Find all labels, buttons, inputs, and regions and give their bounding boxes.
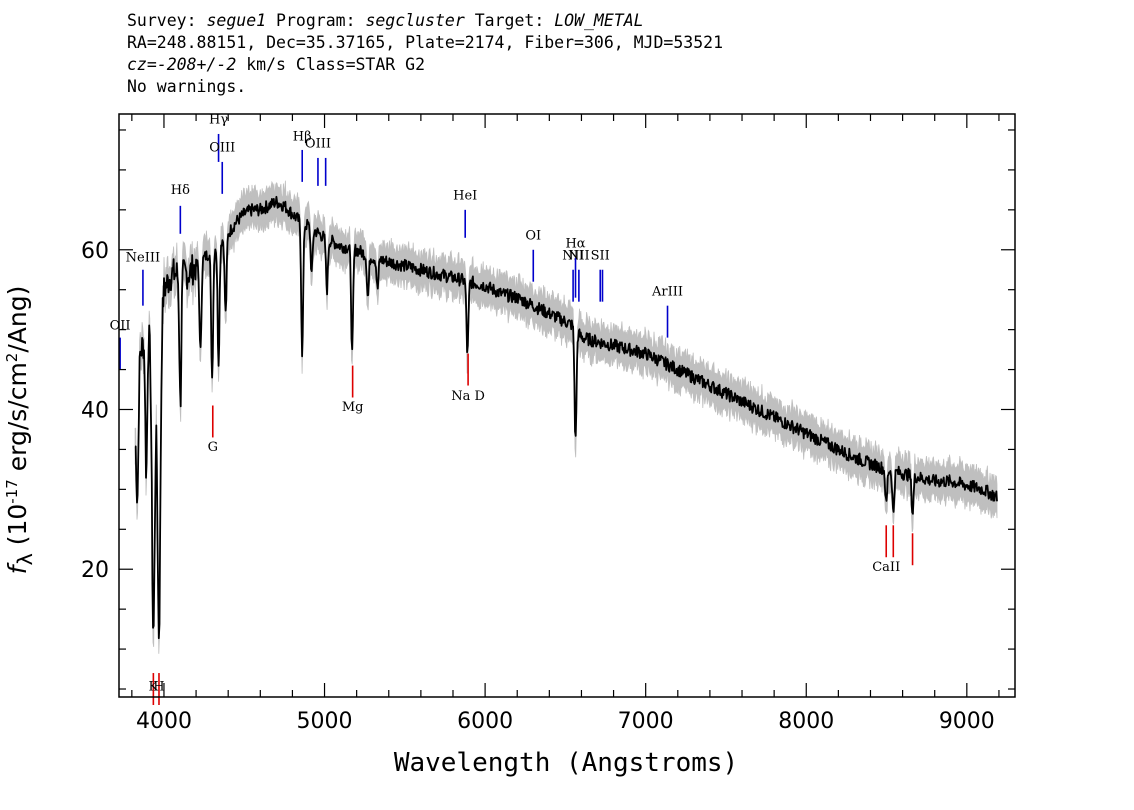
emission-line-marker: Hδ bbox=[171, 183, 190, 234]
survey-label: Survey: bbox=[127, 11, 207, 30]
emission-line-marker: OIII bbox=[305, 137, 331, 186]
emission-line-marker: Hγ bbox=[209, 113, 228, 162]
header-line-survey: Survey: segue1 Program: segcluster Targe… bbox=[127, 10, 723, 32]
absorption-line-label: G bbox=[208, 440, 218, 455]
y-title-sub: λ bbox=[13, 553, 38, 566]
emission-line-marker: OII bbox=[110, 319, 131, 370]
y-tick-label: 60 bbox=[81, 239, 109, 264]
emission-line-label: Hγ bbox=[209, 113, 228, 128]
emission-line-label: NII bbox=[568, 248, 590, 263]
cz-value: -208+/-2 bbox=[156, 55, 237, 74]
emission-line-label: SII bbox=[591, 248, 610, 263]
emission-line-marker: SII bbox=[591, 248, 610, 302]
y-title-exp2: 2 bbox=[2, 352, 21, 363]
cz-suffix: km/s Class=STAR G2 bbox=[236, 55, 426, 74]
absorption-line-label: Na D bbox=[451, 389, 485, 404]
y-title-tail: /Ang) bbox=[3, 285, 33, 353]
x-axis-title: Wavelength (Angstroms) bbox=[394, 748, 738, 778]
survey-value: segue1 bbox=[206, 11, 267, 30]
x-tick-label: 8000 bbox=[778, 709, 834, 734]
emission-line-marker: NII bbox=[562, 248, 584, 302]
emission-line-label: Hα bbox=[565, 236, 585, 251]
header-line-coordinates: RA=248.88151, Dec=35.37165, Plate=2174, … bbox=[127, 33, 724, 52]
program-label: Program: bbox=[266, 11, 366, 30]
emission-line-marker: ArIII bbox=[651, 284, 683, 338]
cz-prefix: cz bbox=[127, 55, 147, 74]
emission-line-marker: NII bbox=[568, 248, 590, 302]
emission-line-label: NII bbox=[562, 248, 584, 263]
absorption-line-marker: CaII bbox=[872, 525, 900, 575]
emission-line-label: ArIII bbox=[651, 284, 683, 299]
absorption-line-label: K bbox=[149, 680, 159, 695]
y-title-unit: erg/s/cm bbox=[3, 362, 33, 480]
emission-line-marker: Hβ bbox=[293, 129, 312, 182]
x-tick-label: 7000 bbox=[618, 709, 674, 734]
emission-line-label: NeIII bbox=[126, 251, 160, 266]
error-band bbox=[134, 180, 998, 654]
absorption-line-marker: H bbox=[153, 673, 165, 705]
tick-layer: 4000 5000 6000 7000 8000 9000 20 40 60 bbox=[81, 114, 1015, 734]
emission-line-label: OIII bbox=[209, 141, 235, 156]
x-tick-label: 9000 bbox=[939, 709, 995, 734]
emission-line-marker: Hα bbox=[565, 236, 586, 298]
absorption-line-marker: Mg bbox=[342, 365, 364, 415]
absorption-line-marker: G bbox=[208, 405, 218, 455]
emission-line-marker: HeI bbox=[453, 188, 477, 238]
absorption-line-marker: K bbox=[149, 673, 159, 705]
y-tick-label: 20 bbox=[81, 558, 109, 583]
plot-frame bbox=[118, 113, 1016, 698]
absorption-line-label: CaII bbox=[872, 560, 900, 575]
emission-line-marker: OI bbox=[525, 228, 541, 282]
y-tick-label: 40 bbox=[81, 398, 109, 423]
absorption-line-label: H bbox=[153, 680, 164, 695]
y-title-rest: (10 bbox=[3, 503, 33, 554]
spectrum-header: Survey: segue1 Program: segcluster Targe… bbox=[127, 10, 723, 98]
absorption-line-label: Mg bbox=[342, 400, 364, 415]
emission-line-label: HeI bbox=[453, 188, 477, 203]
program-value: segcluster bbox=[365, 11, 465, 30]
error-band-layer bbox=[134, 180, 998, 654]
target-label: Target: bbox=[464, 11, 555, 30]
emission-line-marker: OIII bbox=[209, 141, 235, 194]
header-line-redshift: cz=-208+/-2 km/s Class=STAR G2 bbox=[127, 54, 723, 76]
emission-line-label: OI bbox=[525, 228, 541, 243]
flux-series bbox=[134, 195, 998, 640]
cz-eq: = bbox=[146, 55, 157, 74]
target-value: LOW_METAL bbox=[554, 11, 644, 30]
y-title-exp: -17 bbox=[2, 479, 21, 504]
header-line-warnings: No warnings. bbox=[127, 77, 247, 96]
emission-line-label: Hδ bbox=[171, 183, 190, 198]
absorption-line-marker: Na D bbox=[451, 353, 485, 404]
emission-line-label: OIII bbox=[305, 137, 331, 152]
x-tick-label: 5000 bbox=[297, 709, 353, 734]
x-tick-label: 6000 bbox=[457, 709, 513, 734]
flux-layer bbox=[134, 195, 998, 640]
emission-line-marker: NeIII bbox=[126, 251, 160, 306]
emission-line-label: Hβ bbox=[293, 129, 312, 144]
y-title-f: f bbox=[3, 565, 33, 575]
emission-line-label: OII bbox=[110, 319, 131, 334]
x-tick-label: 4000 bbox=[136, 709, 192, 734]
